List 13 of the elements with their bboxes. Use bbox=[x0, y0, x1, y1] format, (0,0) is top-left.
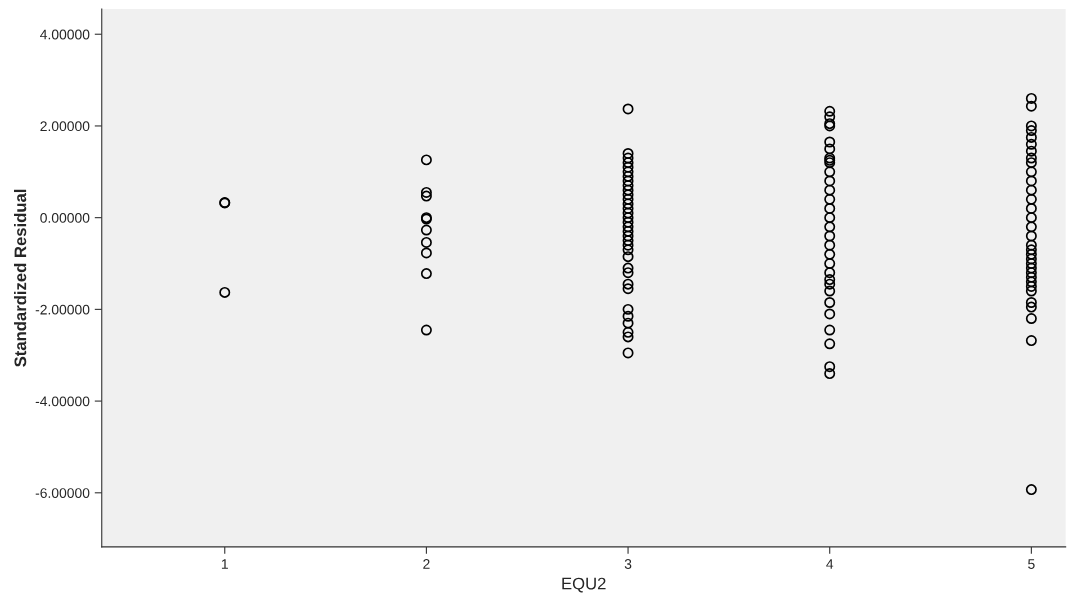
y-tick-label: -2.00000 bbox=[35, 304, 90, 315]
x-tick-label: 2 bbox=[423, 559, 430, 569]
y-tick-label: -6.00000 bbox=[35, 488, 90, 498]
y-tick-label: 0.00000 bbox=[40, 213, 90, 223]
x-tick-label: 3 bbox=[624, 559, 632, 569]
x-tick-label: 4 bbox=[826, 559, 834, 569]
y-tick-label: 4.00000 bbox=[40, 29, 90, 40]
x-axis-title: EQU2 bbox=[562, 577, 606, 593]
x-tick-label: 5 bbox=[1028, 559, 1035, 569]
x-tick-label: 1 bbox=[221, 559, 228, 569]
y-axis-title: Standardized Residual bbox=[14, 189, 27, 367]
y-tick-label: 2.00000 bbox=[40, 121, 90, 132]
y-tick-label: -4.00000 bbox=[35, 396, 90, 407]
